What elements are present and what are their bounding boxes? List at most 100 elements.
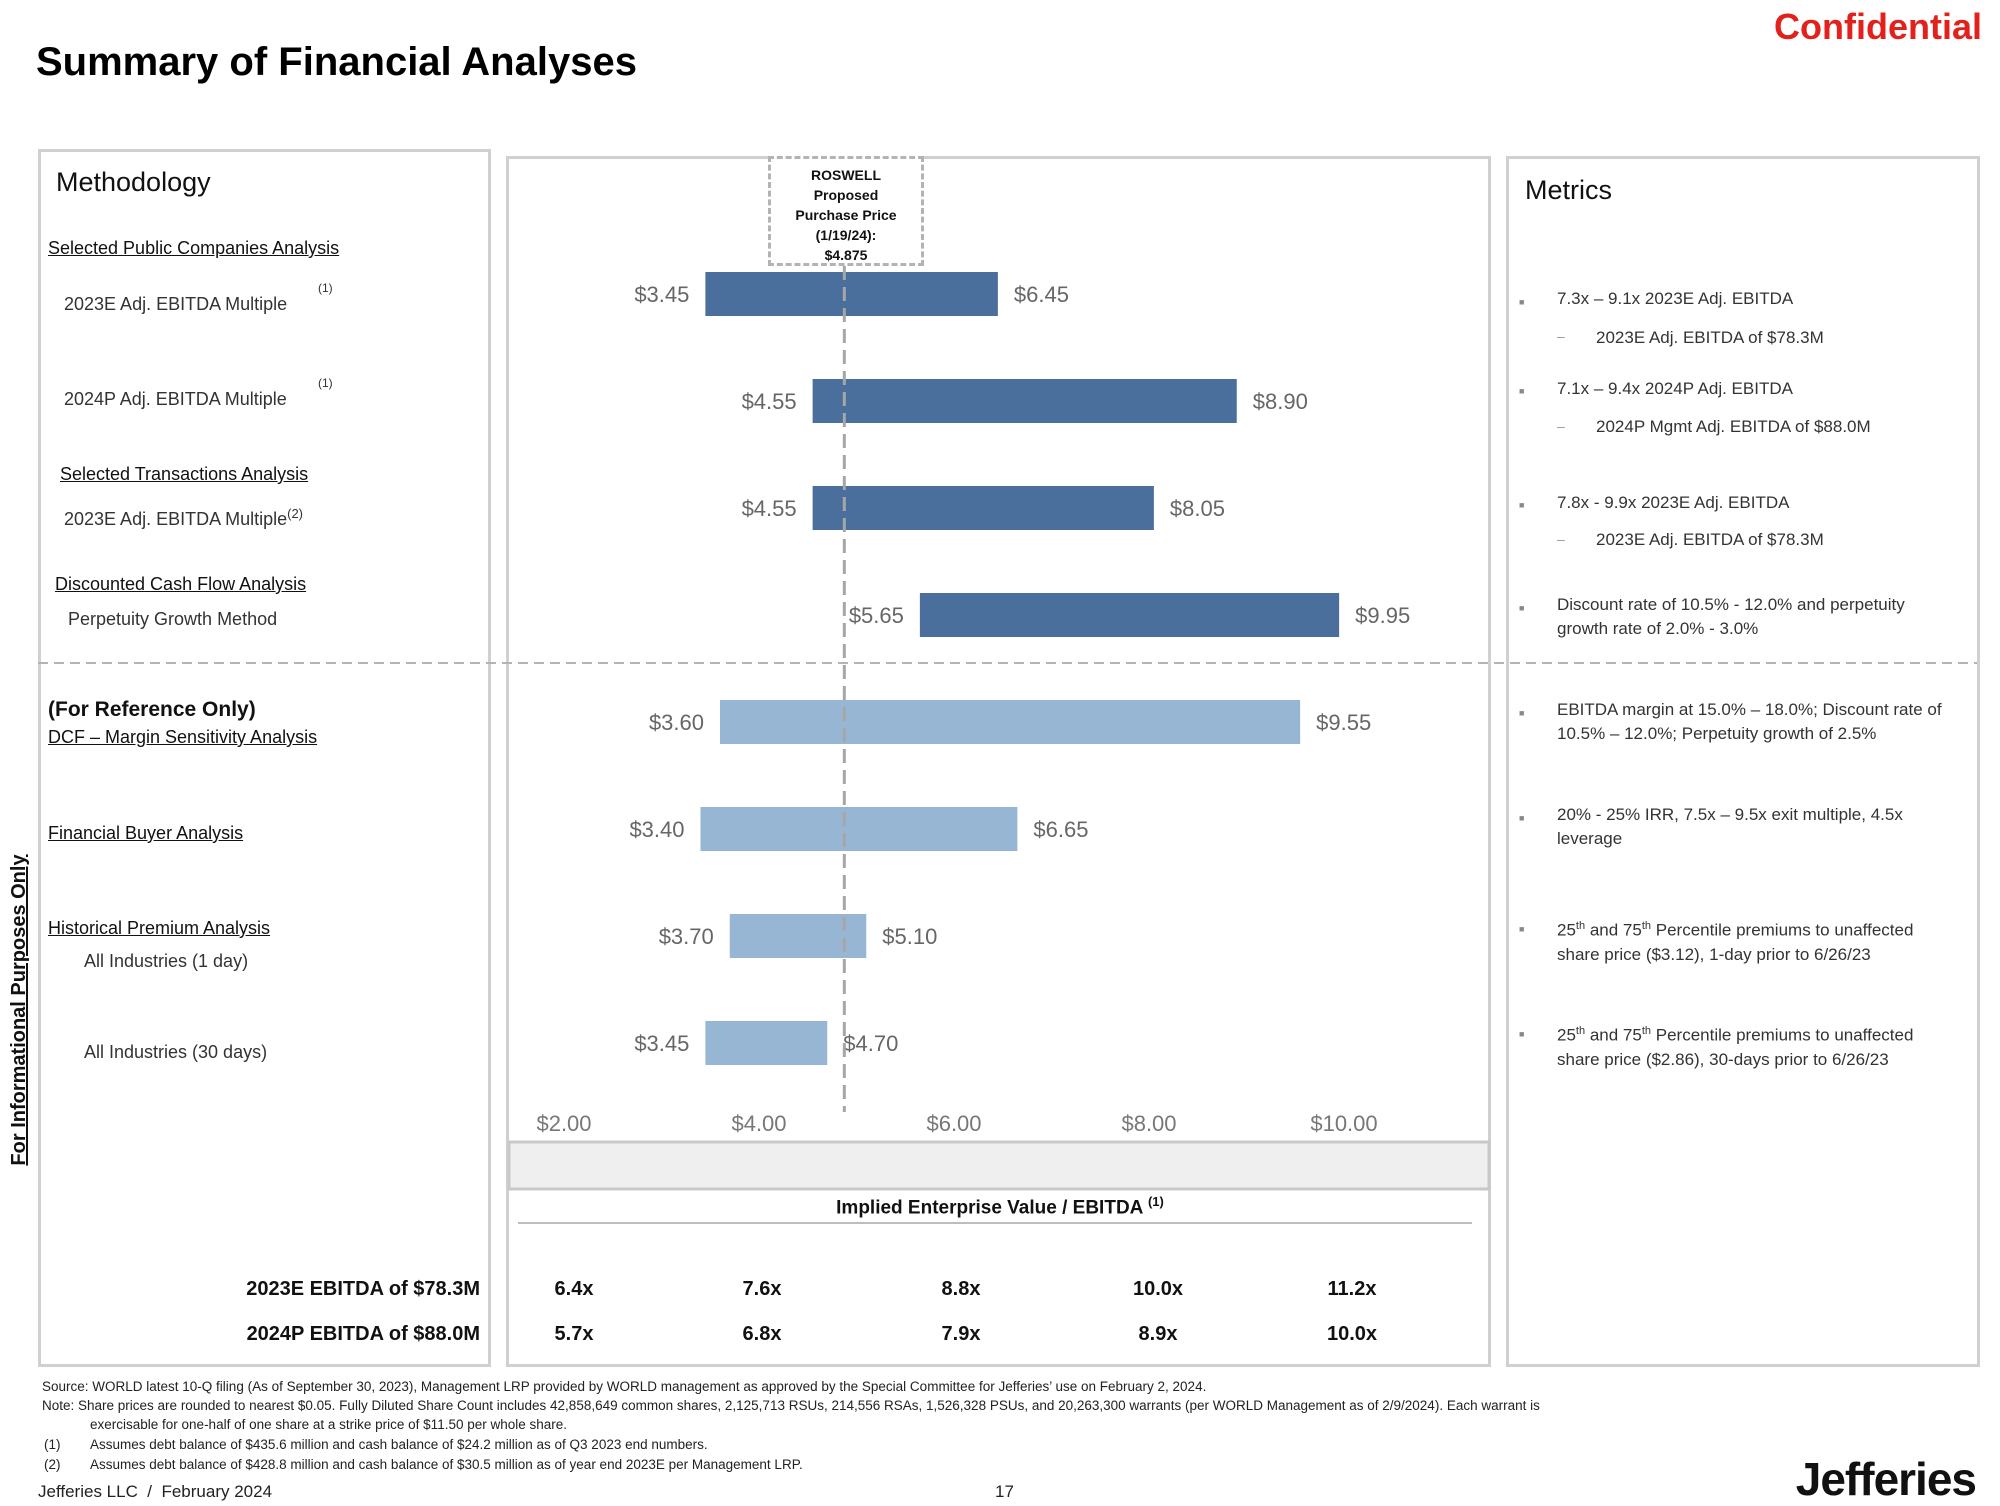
- chart-bars: [700, 272, 1340, 1065]
- x-tick-label: $2.00: [536, 1111, 591, 1136]
- x-tick-label: $8.00: [1121, 1111, 1176, 1136]
- multiple-value: 11.2x: [1327, 1278, 1377, 1300]
- metric-8-mid: and 75: [1585, 1025, 1642, 1045]
- axis-caption: Implied Enterprise Value / EBITDA (1): [700, 1194, 1300, 1219]
- high-value-label: $6.45: [1014, 282, 1069, 307]
- multiple-value: 10.0x: [1132, 1278, 1184, 1300]
- jefferies-logo: Jefferies: [1795, 1453, 1977, 1505]
- transactions-heading: Selected Transactions Analysis: [60, 464, 309, 484]
- metric-bullet-icon: ■: [1519, 813, 1525, 823]
- txn-ebitda-text: 2023E Adj. EBITDA Multiple: [64, 509, 288, 529]
- low-value-label: $4.55: [742, 389, 797, 414]
- metric-8-sup1: th: [1575, 1025, 1586, 1037]
- ebitda-2024-note: (1): [318, 376, 333, 390]
- roswell-line-1: ROSWELL: [811, 167, 881, 183]
- x-tick-label: $6.00: [926, 1111, 981, 1136]
- ebitda-2023-text: 2023E Adj. EBITDA Multiple: [64, 294, 288, 314]
- dcf-heading: Discounted Cash Flow Analysis: [55, 574, 307, 594]
- roswell-price-callout: ROSWELL Proposed Purchase Price (1/19/24…: [768, 156, 924, 266]
- metric-7-pre: 25: [1557, 920, 1576, 940]
- historical-premium-heading: Historical Premium Analysis: [48, 918, 271, 938]
- axis-band: [507, 1140, 1491, 1191]
- chart-labels: $3.45 $6.45 $4.55 $8.90 $4.55 $8.05 $5.65 $9.95…: [629, 282, 1410, 1056]
- multiple-value: 6.8x: [742, 1323, 782, 1345]
- low-value-label: $3.45: [634, 282, 689, 307]
- metrics-panel: [1506, 156, 1980, 1367]
- metric-8-pre: 25: [1557, 1025, 1576, 1045]
- ebitda-2023-note: (1): [318, 281, 333, 295]
- metric-2-main: 7.1x – 9.4x 2024P Adj. EBITDA: [1557, 379, 1793, 398]
- metric-bullet-icon: ■: [1519, 924, 1525, 934]
- metric-dash-icon: –: [1557, 531, 1565, 547]
- metrics-title: Metrics: [1525, 175, 1612, 205]
- x-tick-label: $4.00: [731, 1111, 786, 1136]
- company-date: Jefferies LLC / February 2024: [38, 1482, 273, 1501]
- low-value-label: $3.45: [634, 1031, 689, 1056]
- metric-8-post: Percentile premiums to unaffected share …: [1557, 1025, 1914, 1069]
- footnote-note: Note: Share prices are rounded to neares…: [42, 1398, 1540, 1413]
- multiple-value: 6.4x: [554, 1278, 594, 1300]
- ebitda-2024-label: 2024P Adj. EBITDA Multiple: [64, 389, 287, 409]
- txn-ebitda-note: (2): [287, 506, 304, 521]
- metric-6-main: 20% - 25% IRR, 7.5x – 9.5x exit multiple…: [1557, 805, 1903, 848]
- page-number: 17: [995, 1482, 1014, 1501]
- metric-bullet-icon: ■: [1519, 386, 1525, 396]
- page-title: Summary of Financial Analyses: [36, 40, 637, 84]
- footnote-2: Assumes debt balance of $428.8 million a…: [90, 1457, 803, 1472]
- metric-7-post: Percentile premiums to unaffected share …: [1557, 920, 1914, 964]
- high-value-label: $9.95: [1355, 603, 1410, 628]
- metric-5-main: EBITDA margin at 15.0% – 18.0%; Discount…: [1557, 700, 1942, 743]
- metric-8-main: 25th and 75th Percentile premiums to una…: [1557, 1019, 1957, 1072]
- x-tick-label: $10.00: [1310, 1111, 1377, 1136]
- multiple-value: 7.6x: [742, 1278, 782, 1300]
- methodology-title: Methodology: [56, 167, 211, 197]
- high-value-label: $5.10: [882, 924, 937, 949]
- low-value-label: $4.55: [742, 496, 797, 521]
- metric-3-main: 7.8x - 9.9x 2023E Adj. EBITDA: [1557, 493, 1790, 512]
- confidential-label: Confidential: [1774, 6, 1982, 47]
- high-value-label: $4.70: [843, 1031, 898, 1056]
- metric-7-sup2: th: [1641, 920, 1652, 932]
- range-bar: [919, 593, 1340, 637]
- metric-bullet-icon: ■: [1519, 500, 1525, 510]
- metric-3-sub: 2023E Adj. EBITDA of $78.3M: [1596, 530, 1824, 549]
- metric-1-main: 7.3x – 9.1x 2023E Adj. EBITDA: [1557, 289, 1794, 308]
- axis-caption-text: Implied Enterprise Value / EBITDA: [836, 1197, 1143, 1219]
- footnote-2-num: (2): [44, 1457, 61, 1472]
- metric-bullet-icon: ■: [1519, 708, 1525, 718]
- footnote-1: Assumes debt balance of $435.6 million a…: [90, 1437, 708, 1452]
- high-value-label: $8.90: [1253, 389, 1308, 414]
- metric-dash-icon: –: [1557, 328, 1565, 344]
- financial-buyer-heading: Financial Buyer Analysis: [48, 823, 244, 843]
- footnote-source: Source: WORLD latest 10-Q filing (As of …: [42, 1379, 1207, 1394]
- high-value-label: $9.55: [1316, 710, 1371, 735]
- high-value-label: $8.05: [1170, 496, 1225, 521]
- metric-bullet-icon: ■: [1519, 297, 1525, 307]
- dcf-margin-heading: DCF – Margin Sensitivity Analysis: [48, 727, 318, 747]
- footnote-1-num: (1): [44, 1437, 61, 1452]
- metric-4-main: Discount rate of 10.5% - 12.0% and perpe…: [1557, 595, 1905, 638]
- range-bar: [720, 700, 1301, 744]
- ebitda-2023-label: 2023E Adj. EBITDA Multiple: [64, 294, 287, 315]
- all-industries-30-label: All Industries (30 days): [84, 1042, 268, 1062]
- metric-7-main: 25th and 75th Percentile premiums to una…: [1557, 914, 1957, 967]
- low-value-label: $3.40: [629, 817, 684, 842]
- metric-2-sub: 2024P Mgmt Adj. EBITDA of $88.0M: [1596, 417, 1871, 436]
- all-industries-1-label: All Industries (1 day): [84, 951, 249, 971]
- high-value-label: $6.65: [1033, 817, 1088, 842]
- multiple-value: 8.8x: [941, 1278, 981, 1300]
- multiple-value: 7.9x: [941, 1323, 981, 1345]
- multiple-value: 8.9x: [1138, 1323, 1178, 1345]
- metric-1-sub: 2023E Adj. EBITDA of $78.3M: [1596, 328, 1824, 347]
- metric-7-mid: and 75: [1585, 920, 1642, 940]
- public-companies-heading: Selected Public Companies Analysis: [48, 238, 340, 258]
- range-bar: [812, 379, 1237, 423]
- roswell-line-5: $4.875: [824, 247, 868, 263]
- txn-ebitda-label: 2023E Adj. EBITDA Multiple(2): [64, 506, 303, 530]
- metric-bullet-icon: ■: [1519, 1029, 1525, 1039]
- range-bar: [812, 486, 1154, 530]
- low-value-label: $3.70: [659, 924, 714, 949]
- low-value-label: $3.60: [649, 710, 704, 735]
- range-bar: [705, 1021, 828, 1065]
